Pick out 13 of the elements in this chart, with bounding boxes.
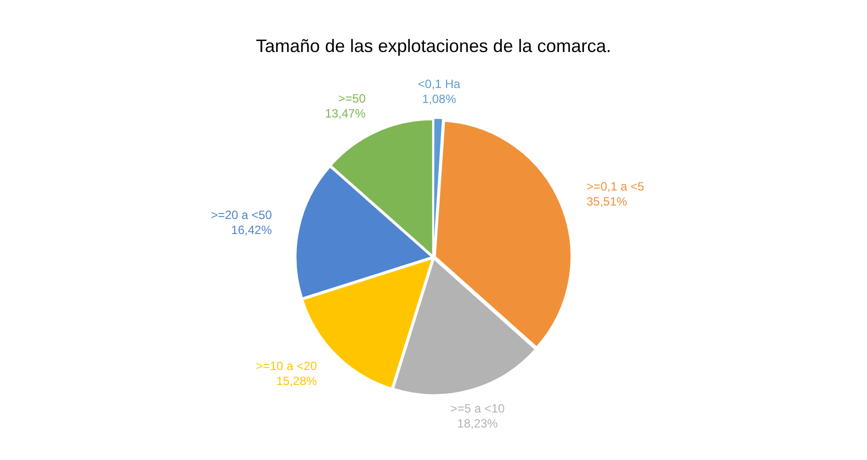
- data-label: 15,28%: [276, 374, 318, 388]
- data-label: 13,47%: [324, 106, 366, 120]
- chart-title: Tamaño de las explotaciones de la comarca.: [256, 36, 612, 56]
- slice-label: >=10 a <20: [256, 359, 318, 374]
- data-label: 1,08%: [422, 92, 456, 106]
- data-label: 35,51%: [586, 194, 628, 209]
- data-label: 18,23%: [457, 416, 498, 430]
- slice-label: >=0,1 a <5: [586, 180, 645, 194]
- slice-label: >=20 a <50: [210, 208, 272, 222]
- data-label: 16,42%: [231, 222, 272, 237]
- slice-label: >=5 a <10: [450, 401, 506, 416]
- slice-label: <0,1 Ha: [418, 77, 461, 92]
- slice-label: >=50: [338, 91, 366, 106]
